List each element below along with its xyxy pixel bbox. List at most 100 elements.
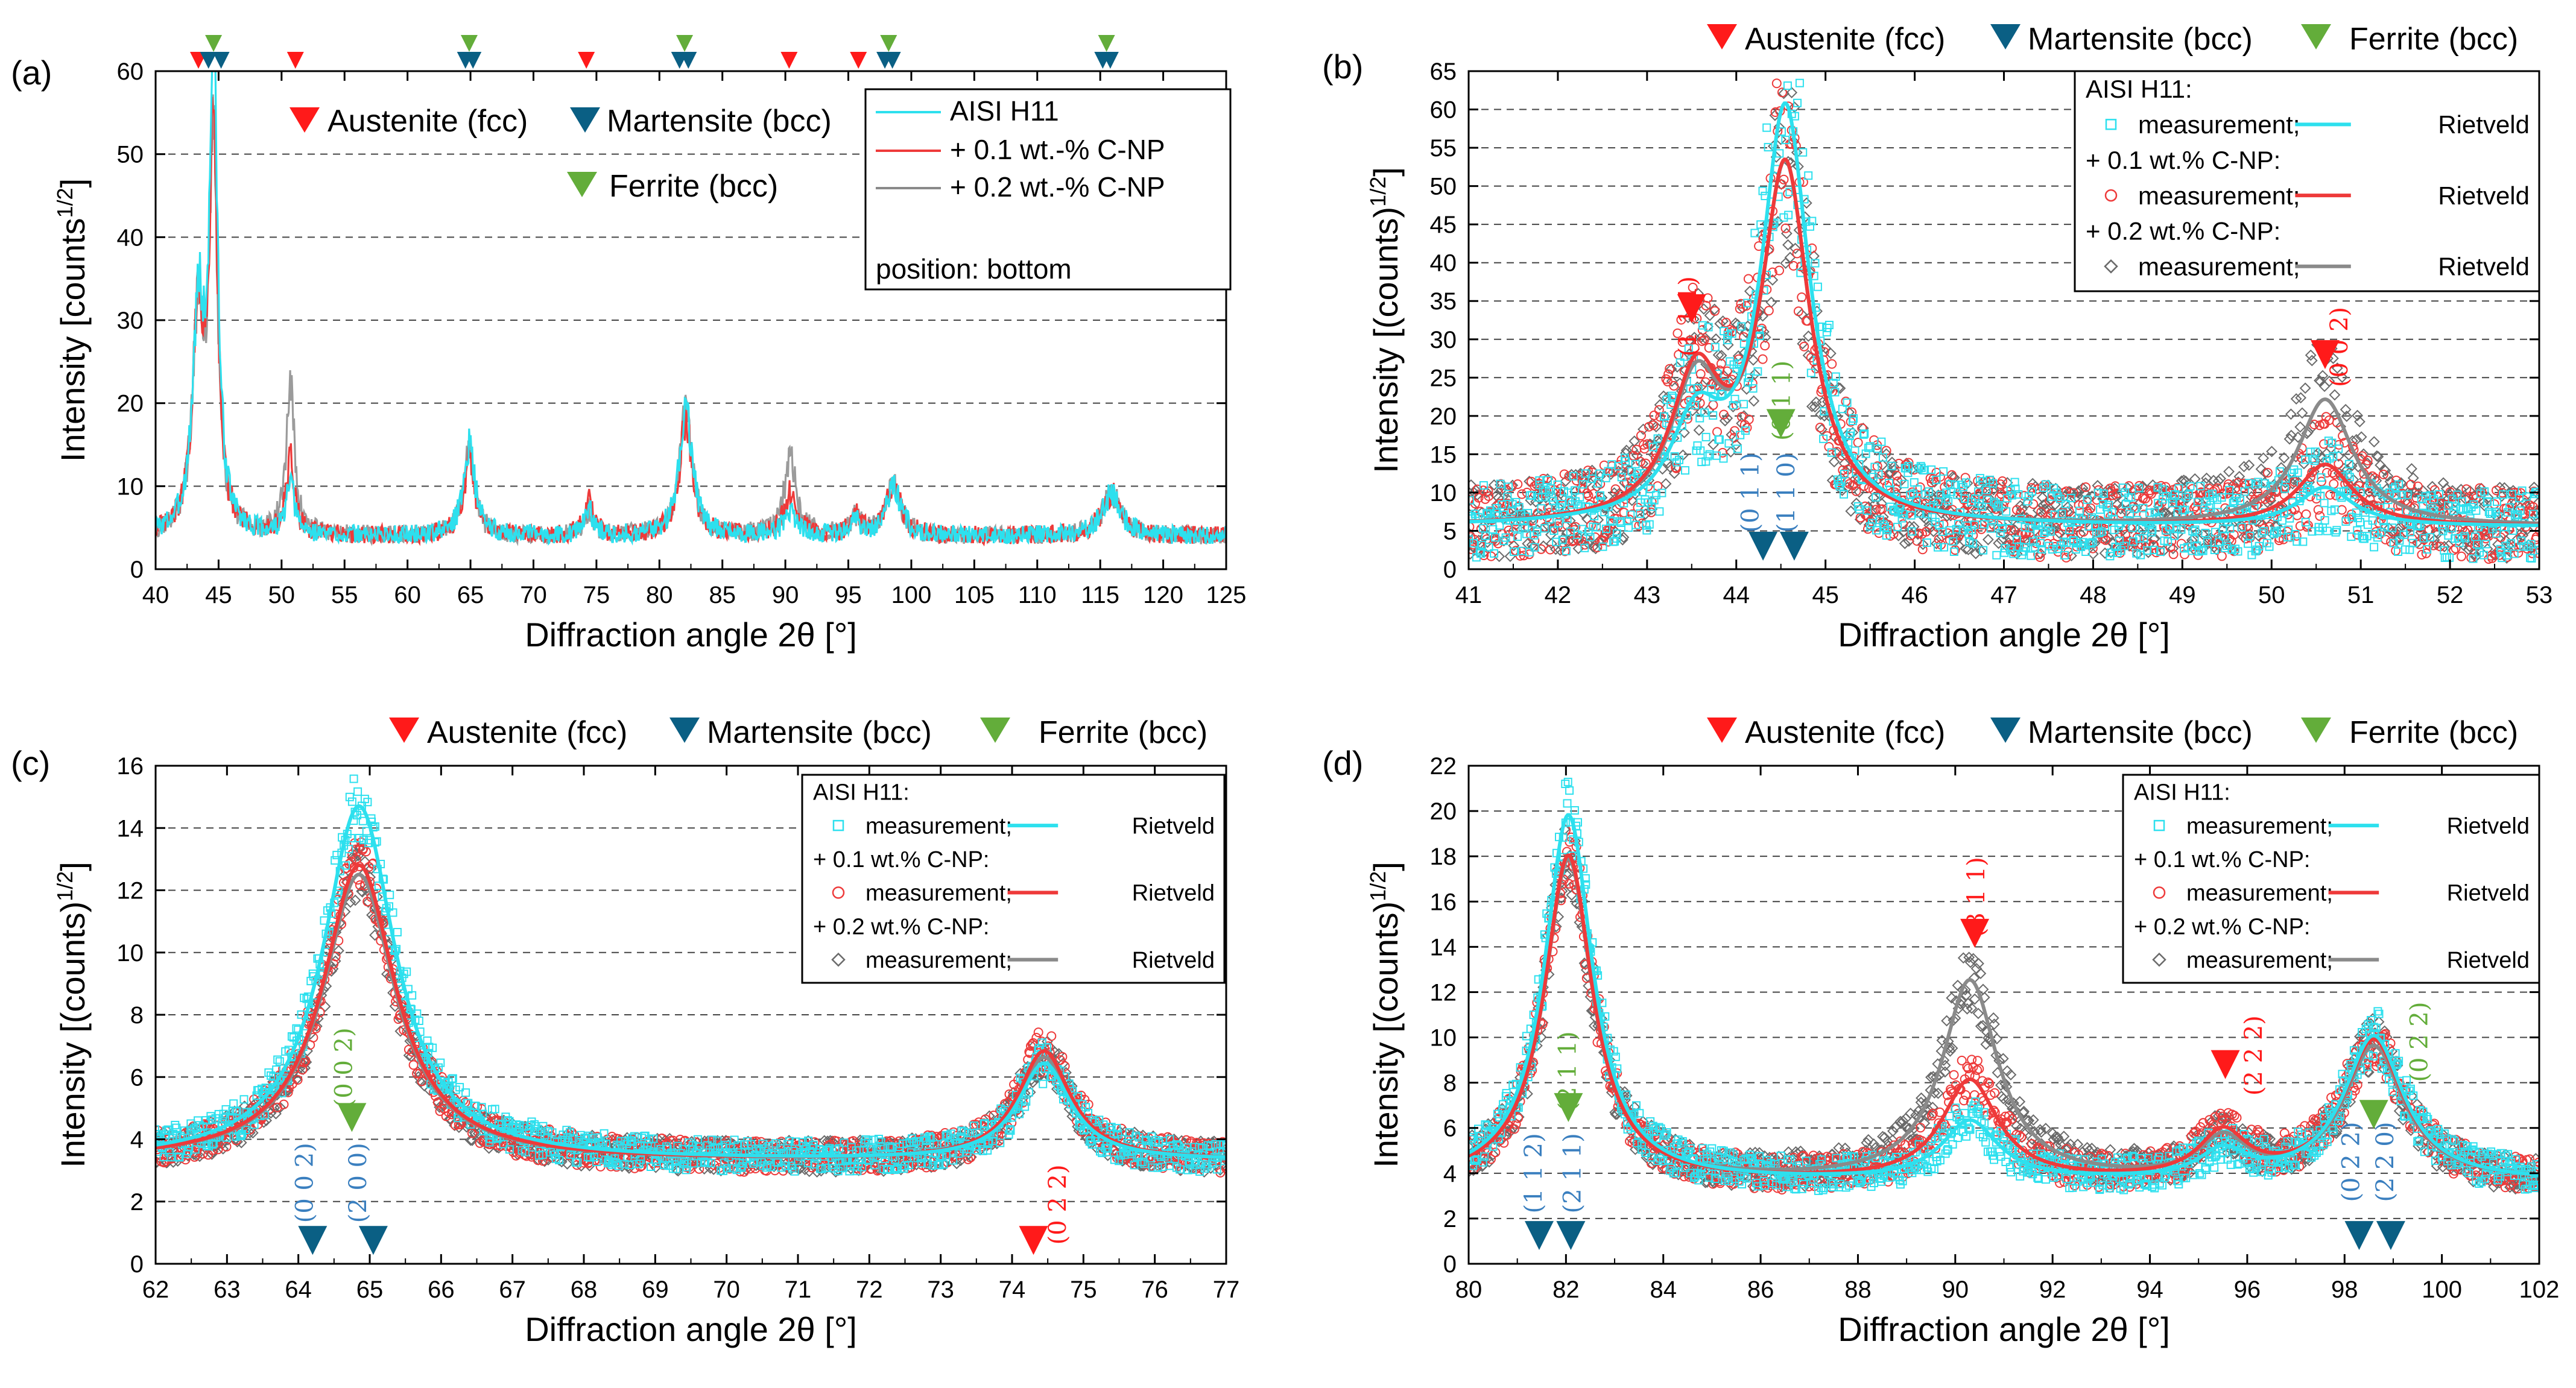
measurement-point-h11 [1571,486,1580,495]
measurement-point-h11 [1681,466,1689,475]
measurement-point-h11 [1562,546,1571,555]
measurement-point-np01 [1851,486,1861,496]
measurement-point-h11 [1907,511,1916,520]
hkl-label: (1 1 1) [1674,276,1702,356]
measurement-point-h11 [1646,484,1655,493]
measurement-point-np02 [2238,461,2250,473]
measurement-point-h11 [1723,330,1732,339]
measurement-point-h11 [2136,550,2145,560]
panel-b: (b) Austenite (fcc) Martensite (bcc) Fer… [1322,22,2553,654]
measurement-point-h11 [1575,493,1584,502]
measurement-point-h11 [1733,444,1742,453]
measurement-point-h11 [2498,554,2507,563]
y-tick-label: 10 [1430,480,1457,506]
measurement-point-h11 [1806,222,1814,231]
measurement-point-np01 [989,1110,999,1120]
measurement-point-h11 [2163,537,2173,546]
measurement-point-np01 [1824,442,1834,452]
measurement-point-h11 [2320,499,2329,508]
measurement-point-np01 [1943,528,1953,538]
measurement-point-h11 [2317,473,2326,482]
measurement-point-np02 [2197,528,2209,540]
ferrite-peak-marker [1098,35,1115,52]
measurement-point-h11 [2399,530,2408,539]
legend-measurement-label: measurement; [2138,110,2300,139]
measurement-point-h11 [2002,507,2011,516]
measurement-point-h11 [1882,531,1891,540]
measurement-point-h11 [1490,549,1499,558]
measurement-point-np01 [636,1161,647,1171]
measurement-point-np01 [2081,482,2091,492]
measurement-point-h11 [2077,543,2086,551]
x-tick-label: 53 [2526,582,2553,608]
measurement-point-h11 [1939,467,1948,476]
measurement-point-h11 [1744,378,1752,387]
y-tick-label: 65 [1430,58,1457,85]
austenite-peak-marker [286,52,304,69]
measurement-point-h11 [2081,547,2090,556]
measurement-point-h11 [2231,544,2240,554]
measurement-point-h11 [1758,186,1767,195]
y-tick-label: 60 [1430,97,1457,124]
measurement-point-np02 [2252,530,2264,541]
measurement-point-np01 [2069,488,2078,498]
measurement-point-h11 [1907,527,1916,536]
measurement-point-h11 [1672,458,1681,467]
y-tick-label: 5 [1443,518,1457,544]
measurement-point-h11 [273,1055,282,1064]
measurement-point-h11 [1592,523,1601,532]
measurement-point-np01 [2168,549,2179,560]
y-tick-label: 40 [117,224,144,251]
measurement-point-np02 [2201,472,2212,484]
measurement-point-np02 [247,1127,259,1139]
measurement-point-h11 [2330,505,2339,514]
measurement-point-h11 [1573,530,1582,539]
measurement-point-np01 [432,1097,443,1108]
panel-b-phase-legend: Austenite (fcc) Martensite (bcc) Ferrite… [1707,22,2518,57]
measurement-point-h11 [1941,494,1951,503]
measurement-point-np02 [853,1164,865,1176]
measurement-point-h11 [2505,503,2514,512]
x-tick-label: 40 [142,582,169,608]
measurement-point-np02 [1665,363,1677,375]
measurement-point-h11 [1838,405,1847,414]
measurement-point-np01 [350,844,361,854]
measurement-point-h11 [2184,490,2193,499]
measurement-point-np02 [2080,488,2092,500]
measurement-point-h11 [231,1106,240,1115]
measurement-point-h11 [2198,546,2207,555]
measurement-point-np01 [2381,534,2391,544]
measurement-point-h11 [1806,368,1815,377]
measurement-point-np01 [2120,529,2130,540]
measurement-point-np02 [2167,543,2179,555]
martensite-peak-marker [680,52,697,69]
measurement-point-h11 [1631,459,1640,468]
measurement-point-h11 [2056,494,2065,503]
measurement-point-np01 [2207,538,2217,549]
measurement-point-np01 [1636,431,1646,441]
measurement-point-h11 [1764,143,1773,152]
measurement-point-np01 [1774,265,1784,276]
measurement-point-h11 [1486,506,1495,515]
measurement-point-h11 [2150,508,2159,517]
measurement-point-np02 [1747,354,1759,366]
measurement-point-np02 [2215,473,2227,485]
measurement-point-np02 [1748,395,1760,407]
measurement-point-h11 [1998,524,2007,533]
legend-rietveld-label: Rietveld [2438,253,2530,281]
measurement-point-np02 [194,1150,206,1162]
measurement-point-np01 [2313,505,2323,515]
measurement-point-h11 [2517,486,2527,495]
measurement-point-h11 [1819,434,1828,443]
measurement-point-h11 [1653,434,1662,443]
measurement-point-np01 [2223,479,2233,489]
measurement-point-np01 [2357,451,2367,461]
measurement-point-np01 [1083,1099,1093,1109]
measurement-point-np02 [2472,535,2484,547]
measurement-point-np02 [2406,463,2417,475]
measurement-point-h11 [2061,500,2070,509]
measurement-point-h11 [2197,546,2206,555]
x-tick-label: 44 [1723,582,1750,608]
measurement-point-np01 [1502,500,1512,511]
hkl-label: (0 0 2) [2326,307,2353,387]
